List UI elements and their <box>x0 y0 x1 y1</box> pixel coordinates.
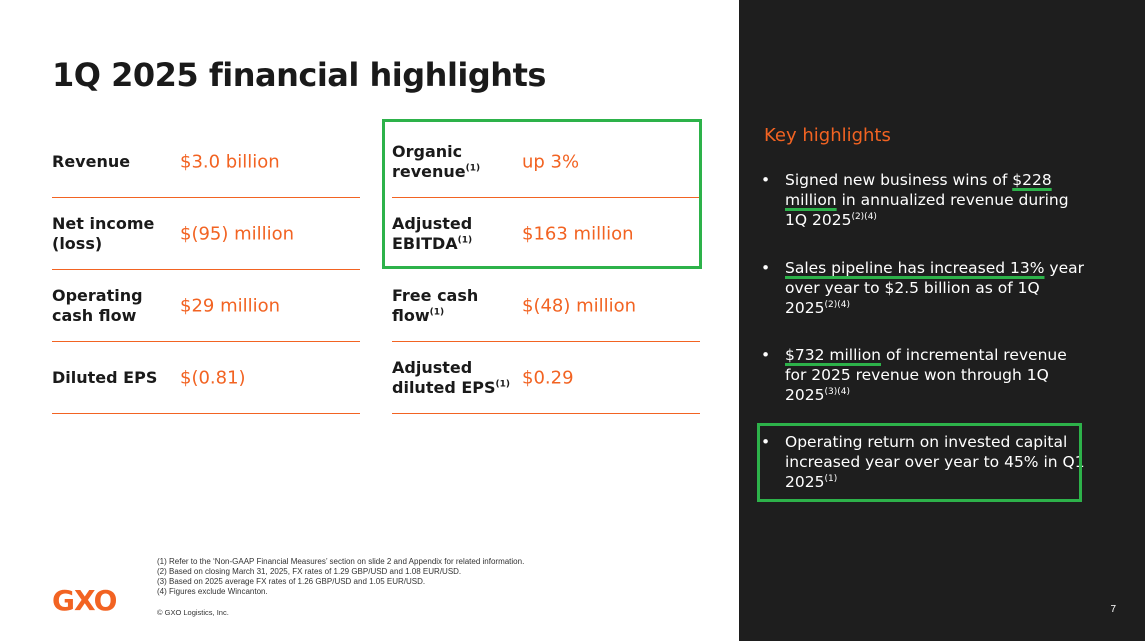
bullet-text: Operating return on invested capital inc… <box>785 433 1085 491</box>
metric-label: Organic revenue(1) <box>392 142 481 181</box>
metric-label: Free cash flow(1) <box>392 286 479 325</box>
footnote-2: (2) Based on closing March 31, 2025, FX … <box>157 567 462 576</box>
copyright: © GXO Logistics, Inc. <box>157 608 229 617</box>
metric-label: Adjusted EBITDA(1) <box>392 214 473 253</box>
metric-label: Net income (loss) <box>52 214 155 253</box>
metric-value: $0.29 <box>522 367 574 389</box>
footnotes: (1) Refer to the ‘Non-GAAP Financial Mea… <box>157 557 524 597</box>
key-highlights-title: Key highlights <box>764 125 891 146</box>
metric-value: $(95) million <box>180 223 295 245</box>
gxo-logo: GXO <box>52 584 117 617</box>
bullet-text: Sales pipeline has increased 13% year ov… <box>785 259 1084 317</box>
page-title: 1Q 2025 financial highlights <box>52 56 546 94</box>
metric-label: Adjusted diluted EPS(1) <box>392 358 511 397</box>
metric-label: Diluted EPS <box>52 368 158 387</box>
metric-row-operating-cash-flow: Operating cash flow $29 million <box>52 271 360 342</box>
metric-row-net-income: Net income (loss) $(95) million <box>52 199 360 270</box>
page-number: 7 <box>1110 604 1116 615</box>
highlight-bullet: • $732 million of incremental revenue fo… <box>761 345 1091 405</box>
metric-value: $29 million <box>180 295 281 317</box>
metric-row-adjusted-diluted-eps: Adjusted diluted EPS(1) $0.29 <box>392 343 700 414</box>
bullet-dot: • <box>761 433 771 451</box>
metric-value: $3.0 billion <box>180 151 280 173</box>
key-highlights-panel: Key highlights • Signed new business win… <box>739 0 1145 641</box>
bullet-dot: • <box>761 171 771 189</box>
metric-value: up 3% <box>522 151 580 173</box>
bullet-dot: • <box>761 259 771 277</box>
highlight-box-roic <box>757 423 1082 502</box>
metric-label: Revenue <box>52 152 131 171</box>
metric-label: Operating cash flow <box>52 286 143 325</box>
metric-value: $(48) million <box>522 295 637 317</box>
metric-value: $(0.81) <box>180 367 246 389</box>
metric-row-revenue: Revenue $3.0 billion <box>52 127 360 198</box>
footnote-1: (1) Refer to the ‘Non-GAAP Financial Mea… <box>157 557 525 566</box>
metric-value: $163 million <box>522 223 634 245</box>
metric-row-diluted-eps: Diluted EPS $(0.81) <box>52 343 360 414</box>
metric-row-organic-revenue: Organic revenue(1) up 3% <box>392 127 700 198</box>
underlined-figure: $732 million <box>785 346 882 364</box>
metric-row-free-cash-flow: Free cash flow(1) $(48) million <box>392 271 700 342</box>
footnote-3: (3) Based on 2025 average FX rates of 1.… <box>157 577 426 586</box>
underlined-figure: $228 million <box>785 171 1052 209</box>
bullet-dot: • <box>761 346 771 364</box>
highlight-bullet: • Sales pipeline has increased 13% year … <box>761 258 1091 318</box>
highlight-bullet: • Signed new business wins of $228 milli… <box>761 170 1091 230</box>
bullet-text: $732 million of incremental revenue for … <box>785 346 1067 404</box>
bullet-text: Signed new business wins of $228 million… <box>785 171 1069 229</box>
metric-row-adjusted-ebitda: Adjusted EBITDA(1) $163 million <box>392 199 700 269</box>
highlight-bullet: • Operating return on invested capital i… <box>761 432 1091 492</box>
underlined-figure: Sales pipeline has increased 13% <box>785 259 1045 277</box>
footnote-4: (4) Figures exclude Wincanton. <box>157 587 268 596</box>
highlight-box-metrics <box>382 119 702 269</box>
